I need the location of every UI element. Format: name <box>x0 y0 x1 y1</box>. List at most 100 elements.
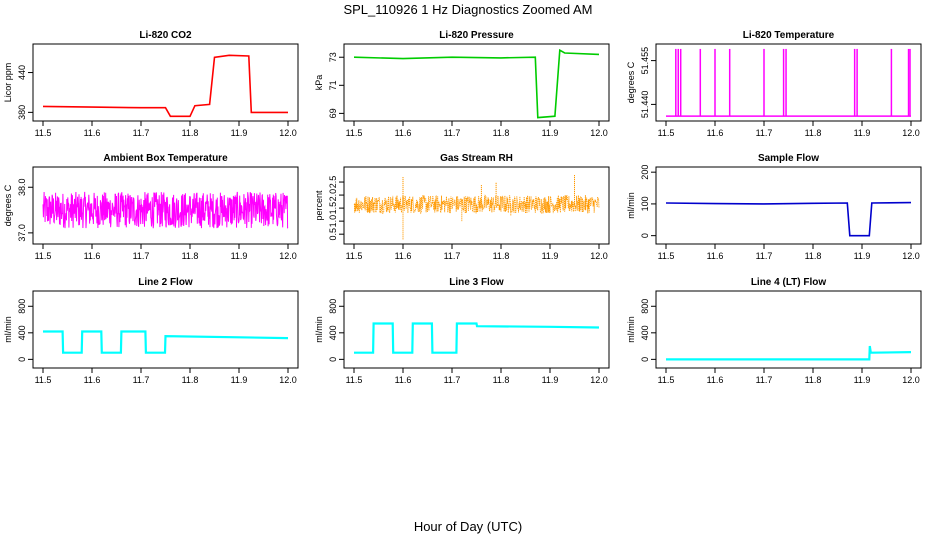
series-line <box>43 330 289 354</box>
y-tick-label: 800 <box>328 299 338 314</box>
x-tick-label: 11.5 <box>346 375 363 385</box>
x-tick-label: 11.7 <box>133 251 150 261</box>
x-tick-label: 11.9 <box>542 128 559 138</box>
data-series <box>666 48 911 117</box>
x-tick-label: 12.0 <box>902 375 920 385</box>
y-axis-label: ml/min <box>626 316 636 343</box>
y-tick-label: 400 <box>328 325 338 340</box>
x-tick-label: 12.0 <box>902 251 920 261</box>
y-axis-label: kPa <box>314 75 324 91</box>
x-tick-label: 11.6 <box>395 375 412 385</box>
x-tick-label: 11.8 <box>493 375 510 385</box>
x-tick-label: 11.5 <box>346 251 363 261</box>
plot-frame <box>32 290 299 369</box>
y-axis-label: ml/min <box>3 316 13 343</box>
y-tick-label: 0.5 <box>328 228 338 241</box>
data-series <box>353 174 600 240</box>
x-tick-label: 11.6 <box>84 375 101 385</box>
panel-title: Ambient Box Temperature <box>103 153 228 164</box>
x-tick-label: 11.8 <box>493 128 510 138</box>
y-axis-label: Licor ppm <box>3 63 13 103</box>
x-tick-label: 11.9 <box>542 375 559 385</box>
x-tick-label: 11.5 <box>346 128 363 138</box>
panel-title: Line 4 (LT) Flow <box>751 277 827 288</box>
x-tick-label: 11.9 <box>854 375 871 385</box>
series-line <box>666 345 912 361</box>
x-tick-label: 11.7 <box>444 251 461 261</box>
panel-gas-stream-rh: Gas Stream RH 11.5 11.6 11.7 11.8 11.9 12.0 0.5… <box>314 153 610 261</box>
y-tick-label: 400 <box>640 325 650 340</box>
x-tick-label: 11.7 <box>444 128 461 138</box>
data-series <box>42 54 288 118</box>
panel-line-2-flow: Line 2 Flow 11.5 11.6 11.7 11.8 11.9 12.0 0 400 8… <box>3 277 299 385</box>
data-series <box>42 191 289 229</box>
x-tick-label: 12.0 <box>590 375 608 385</box>
x-tick-label: 11.7 <box>444 375 461 385</box>
y-axis-label: degrees C <box>3 184 13 226</box>
x-tick-label: 11.8 <box>493 251 510 261</box>
x-tick-label: 11.6 <box>84 128 101 138</box>
x-tick-label: 11.8 <box>182 375 199 385</box>
plot-frame <box>32 166 299 245</box>
panel-line-3-flow: Line 3 Flow 11.5 11.6 11.7 11.8 11.9 12.0 0 400 8… <box>314 277 610 385</box>
x-tick-label: 11.9 <box>231 375 248 385</box>
y-tick-label: 0 <box>328 357 338 362</box>
x-tick-label: 11.8 <box>805 251 822 261</box>
y-tick-label: 400 <box>17 325 27 340</box>
x-tick-label: 11.5 <box>35 375 52 385</box>
x-tick-label: 11.8 <box>805 128 822 138</box>
panel-line-4-lt-flow: Line 4 (LT) Flow 11.5 11.6 11.7 11.8 11.9 12.0… <box>626 277 922 385</box>
panel-grid: Li-820 CO2 11.5 11.6 11.7 11.8 11.9 12.0 380 440… <box>3 30 922 385</box>
plot-frame <box>655 290 922 369</box>
plot-frame <box>655 43 922 122</box>
series-noise <box>353 193 600 215</box>
x-tick-label: 11.7 <box>756 375 773 385</box>
series-line <box>353 48 600 119</box>
y-tick-label: 1.0 <box>328 215 338 228</box>
y-tick-label: 38.0 <box>17 178 27 196</box>
panel-title: Sample Flow <box>758 153 819 164</box>
panel-title: Line 2 Flow <box>138 277 193 288</box>
y-tick-label: 71 <box>328 80 338 90</box>
x-tick-label: 11.7 <box>756 128 773 138</box>
panel-title: Li-820 Pressure <box>439 30 514 41</box>
x-tick-label: 11.9 <box>854 128 871 138</box>
x-tick-label: 12.0 <box>279 251 297 261</box>
x-tick-label: 11.8 <box>805 375 822 385</box>
x-tick-label: 11.8 <box>182 128 199 138</box>
plot-frame <box>343 43 610 122</box>
y-tick-label: 0 <box>17 357 27 362</box>
figure-title: SPL_110926 1 Hz Diagnostics Zoomed AM <box>343 2 592 17</box>
plot-frame <box>343 290 610 369</box>
y-axis-label: ml/min <box>314 316 324 343</box>
x-tick-label: 11.5 <box>658 251 675 261</box>
x-tick-label: 11.6 <box>707 251 724 261</box>
panel-ambient-box-temperature: Ambient Box Temperature 11.5 11.6 11.7 11.8 1… <box>3 153 299 261</box>
panel-title: Li-820 Temperature <box>743 30 835 41</box>
x-tick-label: 12.0 <box>590 251 608 261</box>
data-series <box>43 330 289 354</box>
plot-frame <box>32 43 299 122</box>
panel-title: Gas Stream RH <box>440 153 513 164</box>
x-tick-label: 11.8 <box>182 251 199 261</box>
y-axis-label: ml/min <box>626 192 636 219</box>
panel-sample-flow: Sample Flow 11.5 11.6 11.7 11.8 11.9 12.0 0 100 2… <box>626 153 922 261</box>
y-tick-label: 0 <box>640 233 650 238</box>
x-tick-label: 11.9 <box>542 251 559 261</box>
y-tick-label: 200 <box>640 165 650 180</box>
y-tick-label: 73 <box>328 52 338 62</box>
x-tick-label: 11.7 <box>133 128 150 138</box>
x-tick-label: 11.5 <box>658 128 675 138</box>
y-tick-label: 0 <box>640 357 650 362</box>
panel-li-820-pressure: Li-820 Pressure 11.5 11.6 11.7 11.8 11.9 12.0 6… <box>314 30 610 138</box>
y-tick-label: 380 <box>17 105 27 120</box>
y-axis-label: degrees C <box>626 61 636 103</box>
y-tick-label: 1.5 <box>328 202 338 215</box>
x-tick-label: 11.9 <box>231 128 248 138</box>
data-series <box>665 201 912 237</box>
data-series <box>354 322 600 354</box>
y-tick-label: 440 <box>17 65 27 80</box>
x-tick-label: 12.0 <box>902 128 920 138</box>
x-tick-label: 11.5 <box>35 128 52 138</box>
